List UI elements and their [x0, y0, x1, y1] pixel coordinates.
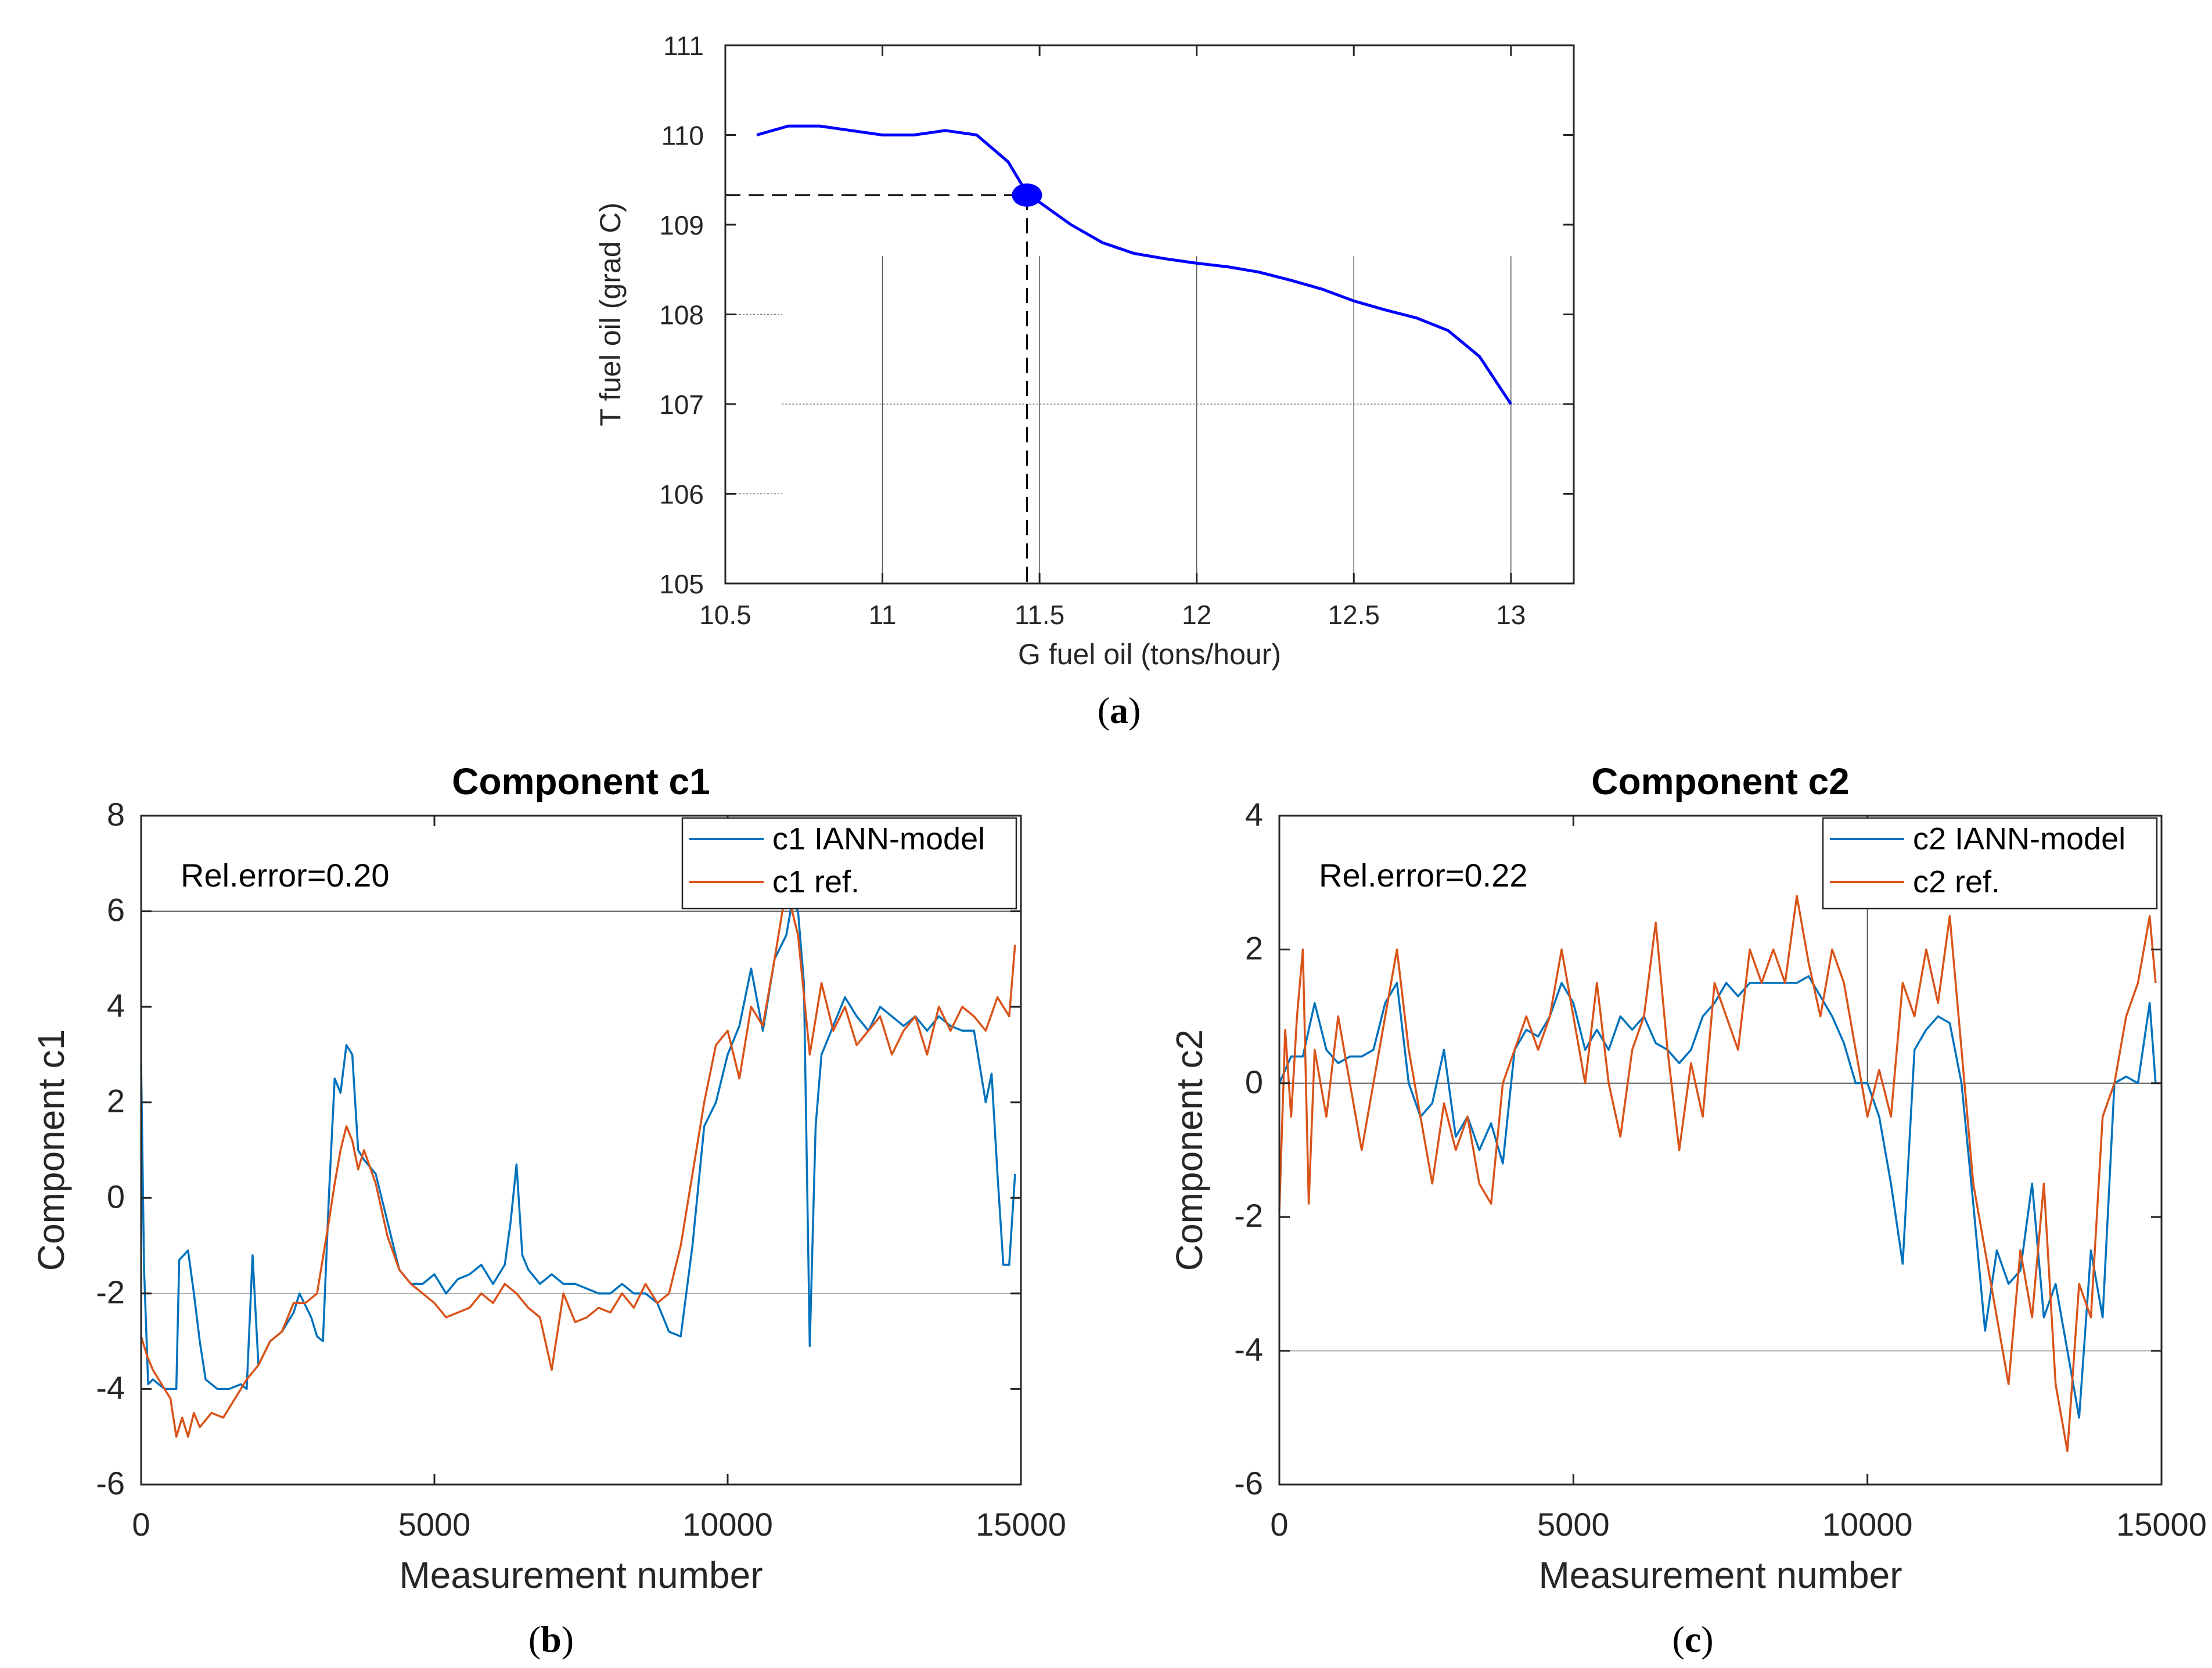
y-tick-label: 4	[1245, 796, 1263, 833]
x-tick-label: 11.5	[1015, 600, 1064, 630]
y-tick-label: 111	[663, 31, 704, 61]
sublabel-open: (	[528, 1619, 541, 1660]
y-axis-label: Component c1	[30, 1029, 72, 1271]
sublabel-letter: b	[541, 1619, 562, 1660]
y-tick-label: 2	[107, 1083, 125, 1119]
sublabel-close: )	[1701, 1619, 1713, 1660]
y-tick-label: 4	[107, 987, 125, 1024]
legend-label-1: c1 IANN-model	[772, 822, 985, 856]
y-axis-label: Component c2	[1168, 1029, 1210, 1271]
y-tick-label: 108	[659, 300, 704, 330]
panel-a: 10.5 11 11.5 12 12.5 13 105 106 107 108 109 110 111 G…	[594, 31, 1575, 731]
y-tick-label: -6	[96, 1465, 125, 1501]
legend-box	[1822, 817, 2158, 910]
sublabel-open: (	[1098, 690, 1110, 731]
panel-sublabel: (b)	[528, 1619, 574, 1660]
x-tick-label: 10000	[1822, 1506, 1913, 1543]
sublabel-close: )	[1128, 690, 1141, 731]
chart-title: Component c1	[452, 761, 710, 802]
sublabel-letter: a	[1110, 690, 1128, 731]
y-tick-label: -4	[1234, 1331, 1263, 1368]
series-line-1	[1278, 975, 2157, 1419]
panel-c: 0 5000 10000 15000 -6 -4 -2 0 2 4 Measurement numb…	[1168, 761, 2207, 1660]
rel-error-annotation: Rel.error=0.22	[1319, 857, 1528, 894]
x-axis-label: Measurement number	[1538, 1554, 1902, 1596]
y-tick-label: 0	[1245, 1064, 1263, 1100]
series-line-1	[140, 900, 1016, 1390]
legend-label-1: c2 IANN-model	[1913, 822, 2125, 856]
operating-point-marker	[1012, 183, 1042, 207]
y-tick-label: 107	[659, 390, 704, 420]
x-tick-label: 0	[132, 1506, 150, 1543]
sublabel-open: (	[1672, 1619, 1684, 1660]
y-tick-label: 6	[107, 892, 125, 928]
x-tick-label: 12	[1182, 600, 1211, 630]
x-tick-label: 13	[1496, 600, 1526, 630]
y-tick-label: 8	[107, 796, 125, 833]
y-tick-label: -6	[1234, 1465, 1263, 1501]
rel-error-annotation: Rel.error=0.20	[181, 857, 390, 894]
x-axis-label: G fuel oil (tons/hour)	[1018, 638, 1281, 671]
series-line-2	[1278, 895, 2157, 1453]
series-line-2	[140, 886, 1016, 1438]
panel-b: 0 5000 10000 15000 -6 -4 -2 0 2 4 6 8 Measurement nu…	[30, 761, 1066, 1660]
chart-title: Component c2	[1591, 761, 1849, 802]
y-tick-label: 105	[659, 569, 704, 599]
series-line-1	[756, 124, 1512, 405]
x-tick-label: 15000	[2116, 1506, 2207, 1543]
x-tick-label: 10.5	[699, 600, 751, 630]
y-tick-label: 106	[659, 480, 704, 510]
x-tick-label: 5000	[1537, 1506, 1610, 1543]
y-tick-label: -2	[96, 1274, 125, 1310]
legend-box	[681, 817, 1017, 910]
x-tick-label: 15000	[976, 1506, 1066, 1543]
y-axis-label: T fuel oil (grad C)	[594, 203, 627, 426]
x-tick-label: 0	[1270, 1506, 1288, 1543]
y-tick-label: -4	[96, 1369, 125, 1406]
y-tick-label: 0	[107, 1178, 125, 1215]
x-tick-label: 5000	[398, 1506, 471, 1543]
x-tick-label: 11	[869, 600, 897, 630]
axes-box	[140, 815, 1022, 1486]
y-tick-label: 109	[659, 210, 704, 240]
x-tick-label: 12.5	[1328, 600, 1380, 630]
y-tick-label: 110	[661, 121, 704, 151]
x-tick-label: 10000	[682, 1506, 773, 1543]
y-tick-label: -2	[1234, 1197, 1263, 1234]
panel-sublabel: (c)	[1672, 1619, 1713, 1660]
panel-sublabel: (a)	[1098, 690, 1141, 731]
legend-label-2: c2 ref.	[1913, 864, 2000, 899]
axes-box	[1278, 815, 2163, 1486]
y-tick-label: 2	[1245, 930, 1263, 966]
legend-label-2: c1 ref.	[772, 864, 859, 899]
x-axis-label: Measurement number	[399, 1554, 762, 1596]
sublabel-letter: c	[1685, 1619, 1701, 1660]
sublabel-close: )	[562, 1619, 574, 1660]
